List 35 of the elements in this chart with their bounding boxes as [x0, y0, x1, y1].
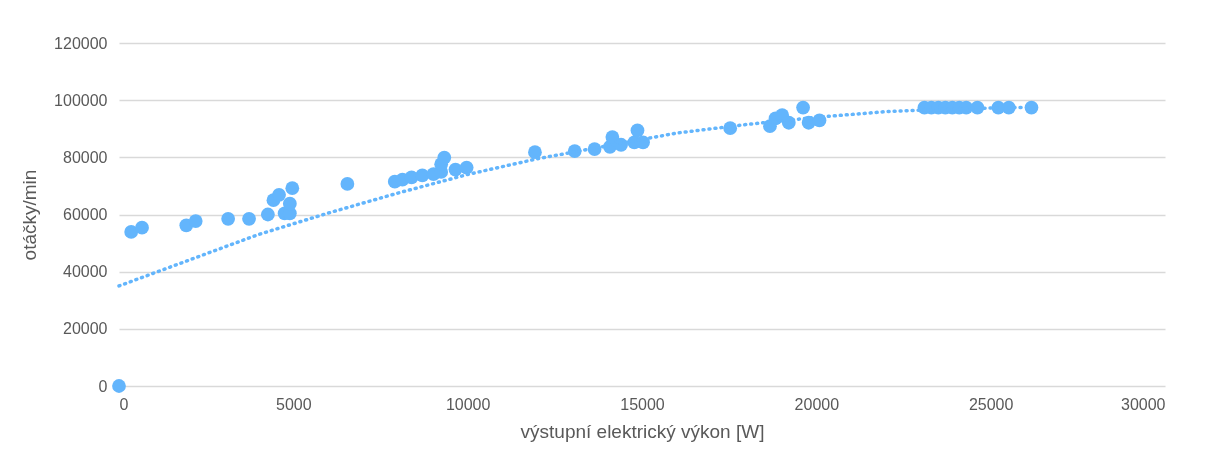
point — [260, 207, 275, 222]
point — [221, 211, 236, 226]
point — [605, 130, 620, 144]
x-tick-label: 30000 — [1121, 395, 1166, 413]
point — [340, 177, 355, 191]
x-axis-title: výstupní elektrický výkon [W] — [520, 420, 765, 442]
y-axis-title: otáčky/min — [19, 169, 41, 261]
x-tick-label: 15000 — [620, 395, 665, 413]
x-tick-label: 10000 — [445, 395, 491, 413]
point — [459, 160, 474, 175]
point — [188, 214, 203, 228]
point — [437, 150, 452, 165]
point — [124, 225, 139, 239]
point — [272, 187, 286, 202]
x-tick-label: 5000 — [276, 395, 312, 413]
y-tick-label: 100000 — [54, 91, 108, 109]
point — [135, 220, 149, 235]
y-tick-label: 80000 — [63, 148, 108, 166]
point — [1024, 100, 1039, 115]
x-tick-label: 0 — [119, 395, 129, 413]
y-tick-label: 40000 — [63, 263, 108, 281]
point — [528, 145, 542, 160]
point — [285, 181, 300, 196]
y-tick-label: 120000 — [54, 34, 108, 52]
point — [415, 168, 430, 183]
point — [242, 211, 256, 226]
x-tick-label: 20000 — [794, 395, 840, 413]
point — [112, 379, 126, 393]
y-tick-label: 20000 — [63, 320, 108, 338]
point — [282, 196, 297, 211]
point — [630, 123, 645, 138]
point — [796, 100, 810, 115]
y-tick-label: 0 — [98, 377, 108, 395]
x-tick-label: 25000 — [968, 395, 1014, 413]
y-tick-label: 60000 — [63, 206, 108, 223]
